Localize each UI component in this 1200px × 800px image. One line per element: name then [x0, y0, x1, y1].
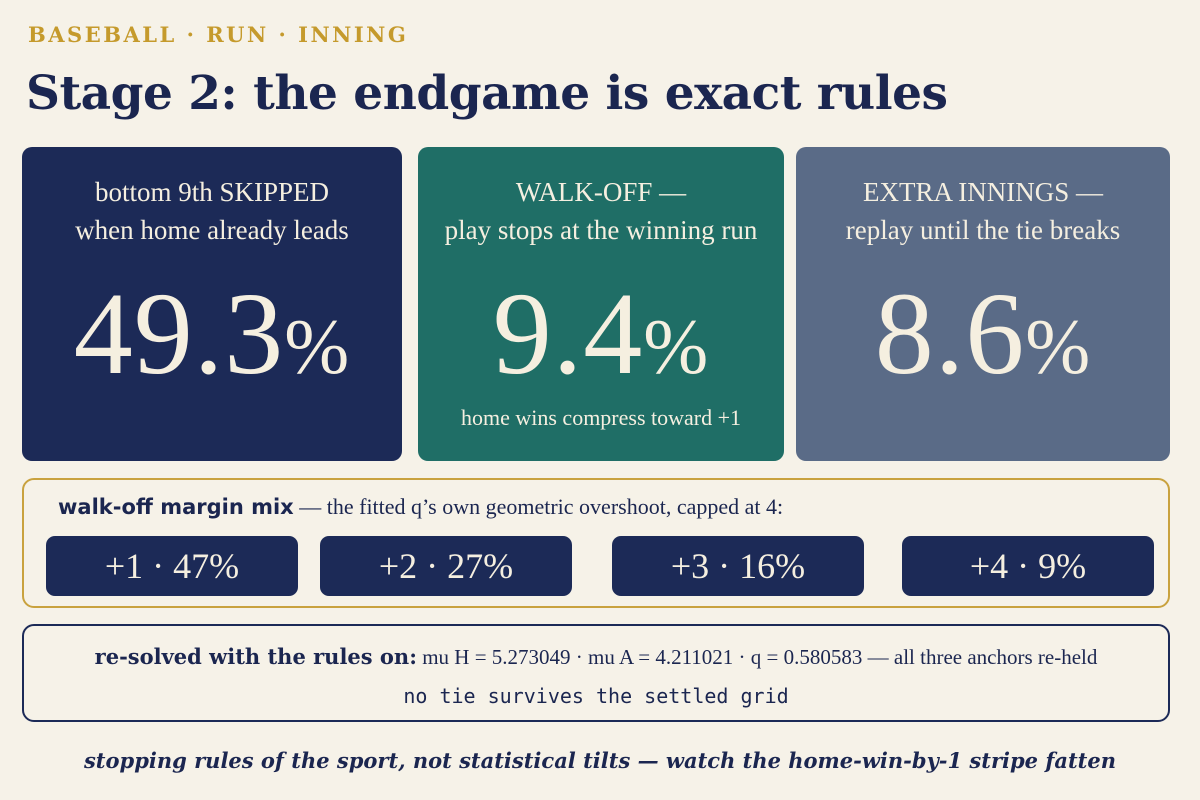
- card-bottom-9th-skipped: bottom 9th SKIPPED when home already lea…: [22, 147, 402, 461]
- card-value: 49.3%: [22, 275, 402, 406]
- resolve-line1-bold: re-solved with the rules on:: [94, 644, 417, 669]
- margin-pill-plus-2: +2 · 27%: [320, 536, 572, 596]
- card-value-unit: %: [1025, 303, 1092, 390]
- mix-title-rest: — the fitted q’s own geometric overshoot…: [293, 494, 784, 519]
- card-value: 9.4%: [418, 275, 784, 406]
- mix-title-bold: walk-off margin mix: [58, 495, 294, 519]
- card-lead-line1: WALK-OFF —: [515, 177, 687, 207]
- card-value-number: 8.6: [874, 268, 1026, 399]
- card-lead-line1: EXTRA INNINGS —: [863, 177, 1103, 207]
- resolve-line2: no tie survives the settled grid: [403, 684, 789, 708]
- card-lead-line2: when home already leads: [75, 215, 349, 245]
- margin-pill-plus-4: +4 · 9%: [902, 536, 1154, 596]
- kicker-label: BASEBALL · RUN · INNING: [28, 22, 409, 47]
- card-lead: WALK-OFF — play stops at the winning run: [418, 173, 784, 249]
- card-extra-innings: EXTRA INNINGS — replay until the tie bre…: [796, 147, 1170, 461]
- card-value: 8.6%: [796, 275, 1170, 406]
- card-value-unit: %: [284, 303, 351, 390]
- card-foot: home wins compress toward +1: [460, 405, 742, 430]
- card-lead: bottom 9th SKIPPED when home already lea…: [22, 173, 402, 249]
- card-walk-off: WALK-OFF — play stops at the winning run…: [418, 147, 784, 461]
- page-title: Stage 2: the endgame is exact rules: [26, 66, 948, 121]
- resolve-line1-rest: mu H = 5.273049 · mu A = 4.211021 · q = …: [416, 645, 1098, 669]
- walk-off-margin-mix-panel: walk-off margin mix — the fitted q’s own…: [22, 478, 1170, 608]
- card-value-number: 49.3: [73, 268, 285, 399]
- resolve-line1: re-solved with the rules on: mu H = 5.27…: [24, 644, 1168, 670]
- card-value-unit: %: [643, 303, 710, 390]
- card-lead-line1: bottom 9th SKIPPED: [94, 177, 330, 207]
- resolve-panel: re-solved with the rules on: mu H = 5.27…: [22, 624, 1170, 722]
- mix-title: walk-off margin mix — the fitted q’s own…: [58, 494, 783, 520]
- card-lead: EXTRA INNINGS — replay until the tie bre…: [796, 173, 1170, 249]
- margin-pill-plus-1: +1 · 47%: [46, 536, 298, 596]
- footer-caption: stopping rules of the sport, not statist…: [83, 748, 1117, 773]
- card-value-number: 9.4: [492, 268, 644, 399]
- card-lead-line2: play stops at the winning run: [444, 215, 758, 245]
- card-lead-line2: replay until the tie breaks: [845, 215, 1121, 245]
- margin-pill-plus-3: +3 · 16%: [612, 536, 864, 596]
